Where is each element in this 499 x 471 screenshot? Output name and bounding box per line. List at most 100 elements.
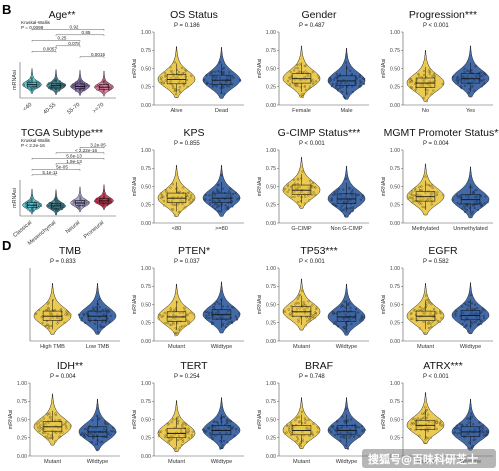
data-point-tmb xyxy=(65,310,68,313)
data-point-kps xyxy=(183,207,186,210)
data-point-tmb xyxy=(108,320,111,323)
data-point-kps xyxy=(165,190,168,193)
data-point-idh xyxy=(54,440,57,443)
data-point-tp53 xyxy=(305,316,308,319)
data-point-pten xyxy=(221,324,224,327)
x-tick-label-os-1: Dead xyxy=(215,108,228,114)
data-point-tcga xyxy=(47,204,50,208)
data-point-tcga xyxy=(51,208,54,211)
data-point-idh xyxy=(39,424,42,427)
data-point-gcimp xyxy=(343,214,346,217)
data-point-gender xyxy=(331,82,334,86)
data-point-braf xyxy=(303,417,306,420)
data-point-tert xyxy=(158,431,161,434)
data-point-os xyxy=(225,75,229,78)
watermark-group: 搜狐号@百味科研芝士 xyxy=(362,449,496,468)
data-point-os xyxy=(178,91,182,94)
data-point-braf xyxy=(285,431,288,434)
data-point-idh xyxy=(96,449,99,452)
data-point-egfr xyxy=(465,316,468,319)
data-point-tert xyxy=(164,436,167,439)
data-point-gcimp xyxy=(290,195,293,198)
data-point-age xyxy=(95,84,98,87)
data-point-egfr xyxy=(455,309,458,313)
data-point-tert xyxy=(181,438,184,441)
data-point-braf xyxy=(333,428,336,431)
data-point-braf xyxy=(352,435,356,438)
data-point-tmb xyxy=(84,321,87,324)
data-point-mgmt xyxy=(411,197,415,200)
y-tick-label-os: 1.00 xyxy=(141,30,151,36)
x-tick-label-age-2: 55-70 xyxy=(66,102,81,116)
data-point-gender xyxy=(303,64,306,68)
data-point-braf xyxy=(301,438,304,441)
data-point-tert xyxy=(172,418,175,421)
data-point-tmb xyxy=(77,313,81,316)
data-point-gender xyxy=(304,88,307,91)
data-point-progression xyxy=(474,65,477,68)
data-point-os xyxy=(177,81,180,84)
y-tick-label-kps: 0.50 xyxy=(141,184,151,190)
data-point-age xyxy=(86,85,89,88)
data-point-tert xyxy=(164,434,167,437)
data-point-age xyxy=(35,80,38,83)
data-point-gcimp xyxy=(308,199,311,202)
data-point-progression xyxy=(480,85,483,88)
data-point-idh xyxy=(45,435,48,438)
data-point-tert xyxy=(225,418,228,421)
data-point-gender xyxy=(316,74,319,77)
data-point-idh xyxy=(104,423,107,426)
data-point-idh xyxy=(91,419,94,422)
data-point-tert xyxy=(176,421,179,424)
data-point-os xyxy=(222,86,225,89)
data-point-atrx xyxy=(481,428,484,431)
chart-title-mgmt: MGMT Promoter Status** xyxy=(384,127,499,139)
comparison-label-tcga: 1.9e-13 xyxy=(66,159,82,164)
data-point-tmb xyxy=(46,302,49,305)
data-point-mgmt xyxy=(480,203,483,206)
data-point-gcimp xyxy=(286,184,290,188)
data-point-gender xyxy=(346,85,349,89)
data-point-atrx xyxy=(435,421,438,424)
data-point-gender xyxy=(342,95,345,98)
x-tick-label-age-0: <40 xyxy=(22,102,33,113)
data-point-idh xyxy=(85,433,89,436)
chart-panel-mgmt: MGMT Promoter Status** P = 0.004 0.00 0.25 0… xyxy=(381,127,499,232)
x-tick-label-tcga-0: Classical xyxy=(12,220,33,239)
comparison-bracket-tcga xyxy=(55,152,105,155)
data-point-progression xyxy=(452,75,455,78)
data-point-tp53 xyxy=(361,319,364,322)
data-point-age xyxy=(48,87,51,90)
data-point-kps xyxy=(190,196,193,199)
data-point-idh xyxy=(114,431,117,434)
data-point-idh xyxy=(50,434,53,437)
data-point-mgmt xyxy=(451,198,454,202)
data-point-progression xyxy=(456,75,460,79)
data-point-tp53 xyxy=(309,316,312,319)
data-point-mgmt xyxy=(422,197,425,200)
data-point-tert xyxy=(166,423,169,426)
y-tick-label-braf: 1.00 xyxy=(266,381,276,387)
data-point-kps xyxy=(190,194,193,197)
comparison-label-tcga: 3.2e-05 xyxy=(90,143,106,148)
data-point-tp53 xyxy=(307,300,310,303)
data-point-braf xyxy=(316,431,319,434)
data-point-idh xyxy=(44,422,47,426)
data-point-egfr xyxy=(430,325,433,328)
data-point-progression xyxy=(432,89,435,92)
data-point-tert xyxy=(190,434,193,437)
y-tick-label-pten: 1.00 xyxy=(141,266,151,272)
data-point-tmb xyxy=(104,308,107,311)
data-point-mgmt xyxy=(470,213,473,216)
data-point-braf xyxy=(346,447,349,450)
data-point-mgmt xyxy=(419,189,422,192)
data-point-egfr xyxy=(474,312,477,315)
data-point-gcimp xyxy=(351,189,354,192)
data-point-idh xyxy=(65,421,68,424)
data-point-kps xyxy=(231,196,234,200)
data-point-gender xyxy=(312,82,315,86)
data-point-kps xyxy=(179,199,182,202)
data-point-gcimp xyxy=(350,191,353,194)
data-point-kps xyxy=(212,190,215,193)
data-point-gcimp xyxy=(341,209,344,212)
